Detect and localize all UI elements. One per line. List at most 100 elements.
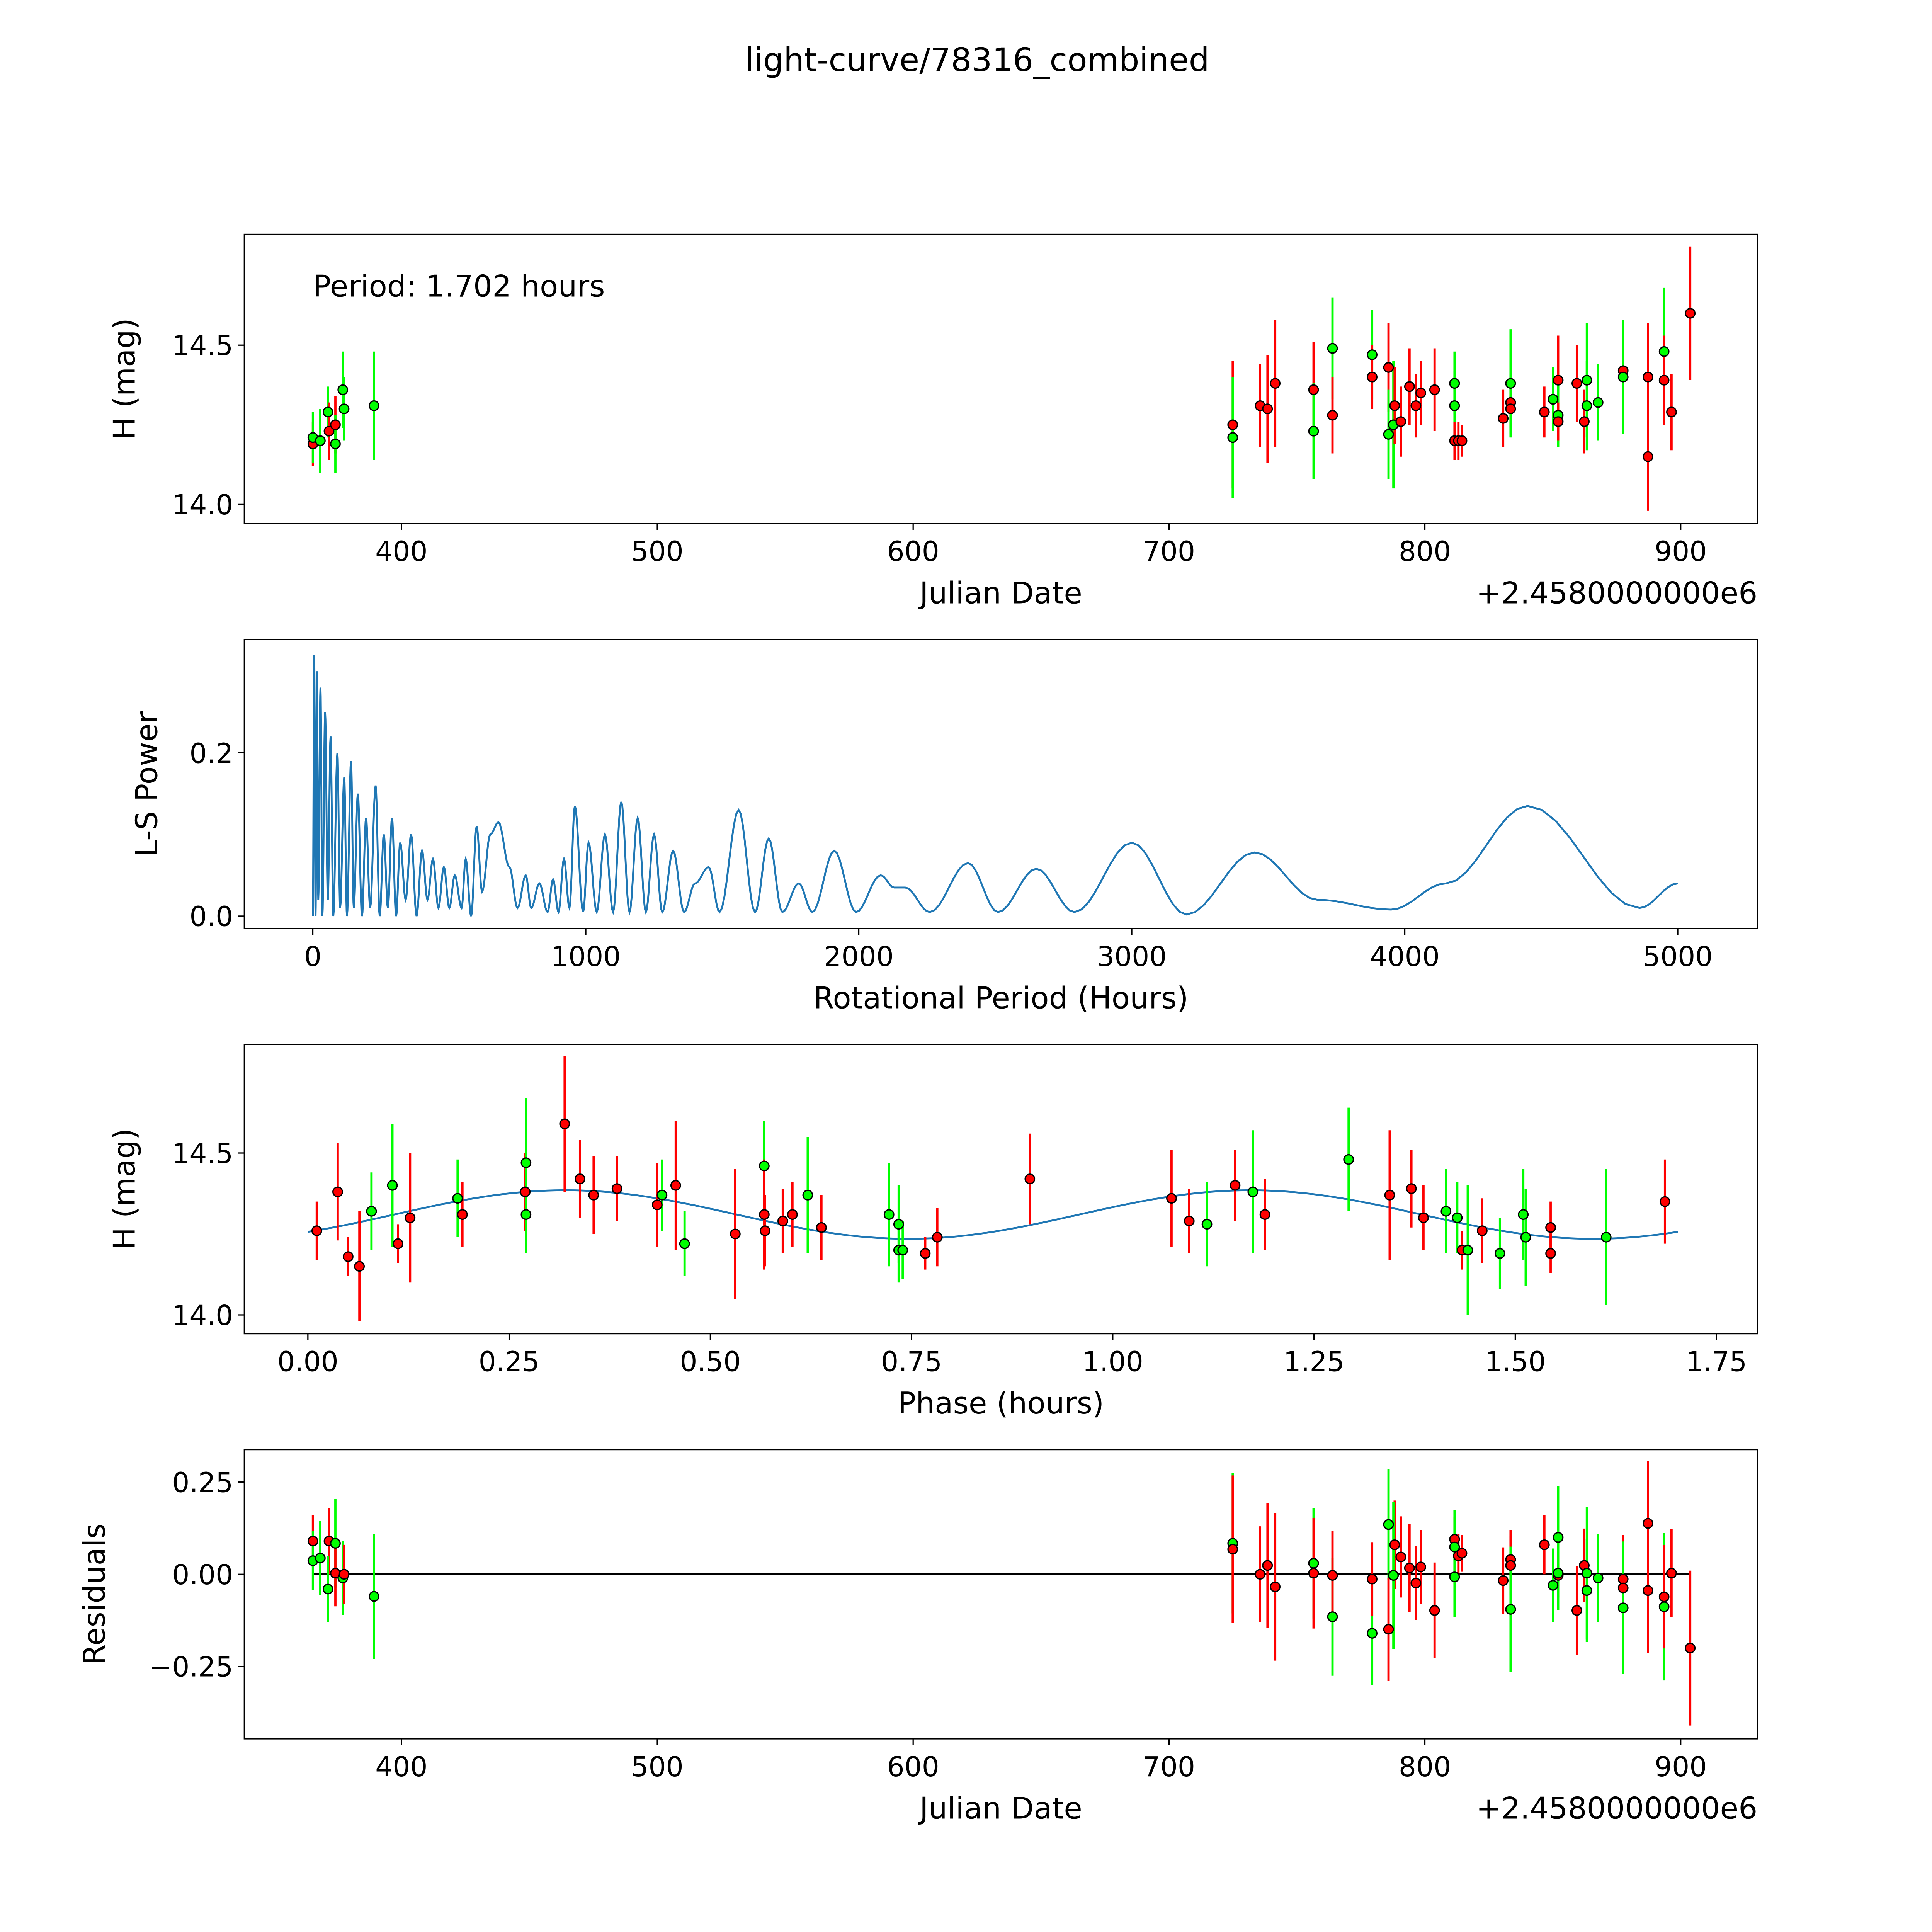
- x-tick-label: 0: [304, 940, 321, 973]
- data-point: [1367, 1573, 1378, 1585]
- data-point: [1592, 397, 1604, 408]
- data-point: [679, 1238, 690, 1249]
- y-axis-label: Residuals: [77, 1523, 112, 1665]
- y-tick-label: 14.5: [172, 1138, 233, 1170]
- periodogram-line: [312, 655, 1678, 917]
- data-point: [1429, 384, 1440, 395]
- x-tick-label: 5000: [1643, 940, 1713, 973]
- data-point: [1389, 1539, 1400, 1550]
- x-axis-label: Phase (hours): [898, 1386, 1104, 1421]
- data-point: [1685, 1643, 1696, 1654]
- x-tick-label: 800: [1399, 536, 1451, 568]
- data-point: [1539, 1539, 1550, 1550]
- data-point: [1383, 1624, 1394, 1635]
- x-tick-label: 1.25: [1284, 1345, 1345, 1378]
- data-point: [1429, 1605, 1440, 1616]
- data-point: [1308, 1558, 1319, 1569]
- data-point: [1327, 343, 1338, 354]
- data-point: [1308, 1568, 1319, 1579]
- data-point: [1384, 1190, 1395, 1201]
- data-point: [1367, 1628, 1378, 1639]
- data-point: [1449, 400, 1460, 411]
- data-point: [1415, 388, 1426, 398]
- data-point: [1270, 378, 1281, 389]
- data-point: [920, 1248, 931, 1259]
- data-point: [1658, 1601, 1670, 1612]
- data-point: [1389, 400, 1400, 411]
- data-point: [760, 1225, 770, 1236]
- y-tick-label: 0.00: [172, 1559, 233, 1591]
- data-point: [311, 1225, 322, 1236]
- data-point: [651, 1199, 663, 1210]
- data-point: [1658, 1591, 1670, 1602]
- data-point: [1440, 1206, 1452, 1217]
- figure-title: light-curve/78316_combined: [745, 41, 1209, 79]
- data-point: [315, 1553, 326, 1564]
- axes-frame: [243, 233, 1758, 524]
- data-point: [1383, 362, 1394, 373]
- data-point: [1553, 1568, 1564, 1579]
- data-point: [1505, 1560, 1516, 1571]
- axes-frame: [243, 1044, 1758, 1335]
- data-point: [1343, 1154, 1354, 1165]
- data-point: [1505, 1604, 1516, 1615]
- data-point: [559, 1118, 570, 1129]
- data-point: [777, 1216, 788, 1226]
- data-point: [1548, 1580, 1559, 1591]
- data-point: [1024, 1173, 1036, 1184]
- data-point: [1418, 1212, 1429, 1223]
- data-point: [330, 438, 341, 449]
- data-point: [1259, 1209, 1270, 1220]
- data-point: [883, 1209, 895, 1220]
- data-point: [354, 1261, 365, 1272]
- data-point: [1494, 1248, 1505, 1259]
- data-point: [1571, 1605, 1582, 1616]
- data-point: [1449, 1571, 1460, 1582]
- data-point: [520, 1157, 532, 1168]
- data-point: [332, 1186, 343, 1197]
- data-point: [1659, 1196, 1670, 1207]
- panel-lightcurve: 400 500 600 700 800 900 14.0 14.5 Julian Date H (…: [107, 233, 1758, 611]
- data-point: [1498, 413, 1509, 424]
- data-point: [1255, 1569, 1265, 1580]
- data-point: [1227, 1544, 1238, 1555]
- plot-area: [307, 1461, 1696, 1726]
- data-point: [802, 1190, 813, 1201]
- data-point: [1456, 435, 1468, 446]
- x-tick-label: 1.00: [1082, 1345, 1143, 1378]
- plot-area: [307, 246, 1696, 511]
- axes-frame: [243, 639, 1758, 929]
- data-point: [759, 1209, 770, 1220]
- data-point: [1227, 432, 1238, 443]
- data-point: [405, 1212, 416, 1223]
- data-point: [323, 425, 335, 437]
- data-point: [1410, 1578, 1422, 1589]
- x-axis-label: Julian Date: [918, 1791, 1082, 1826]
- x-tick-label: 400: [375, 536, 427, 568]
- data-point: [343, 1251, 354, 1262]
- data-point: [369, 1591, 379, 1602]
- data-point: [1581, 1585, 1592, 1596]
- data-point: [1247, 1186, 1259, 1197]
- data-point: [1388, 1570, 1399, 1581]
- data-point: [1520, 1232, 1531, 1243]
- data-point: [1477, 1225, 1488, 1236]
- data-point: [1308, 384, 1319, 395]
- data-point: [1166, 1193, 1177, 1204]
- data-point: [1643, 371, 1653, 383]
- data-point: [315, 435, 326, 446]
- data-point: [787, 1209, 798, 1220]
- panel-phased: 0.00 0.25 0.50 0.75 1.00 1.25 1.50 1.75 14.0 14.5…: [107, 1044, 1758, 1421]
- data-point: [897, 1245, 908, 1256]
- data-point: [520, 1186, 531, 1197]
- data-point: [932, 1232, 943, 1243]
- data-point: [1406, 1183, 1417, 1194]
- period-annotation: Period: 1.702 hours: [313, 269, 605, 304]
- x-tick-label: 0.75: [881, 1345, 942, 1378]
- data-point: [1462, 1245, 1473, 1256]
- x-tick-label: 500: [631, 1751, 683, 1783]
- data-point: [1452, 1212, 1463, 1223]
- data-point: [1643, 1518, 1653, 1529]
- data-point: [1505, 403, 1516, 414]
